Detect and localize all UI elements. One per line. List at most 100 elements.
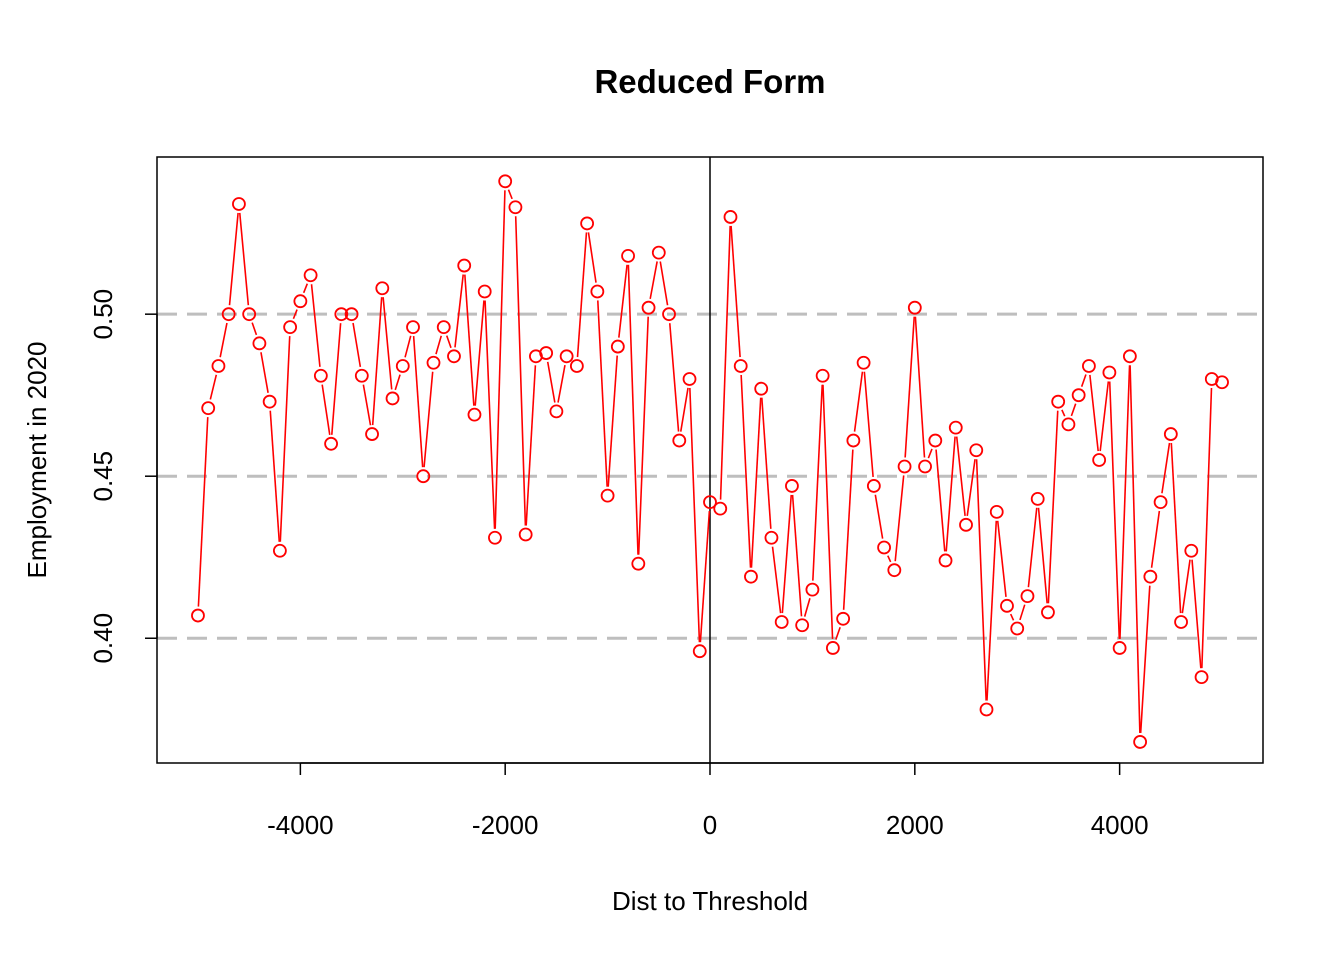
- data-point: [508, 200, 523, 215]
- series-segment: [507, 189, 513, 200]
- data-point: [457, 258, 472, 273]
- series-segment: [1129, 365, 1141, 733]
- data-point: [272, 543, 287, 558]
- data-point: [836, 611, 851, 626]
- plot-area: [157, 157, 1263, 763]
- series-segment: [251, 322, 258, 336]
- series-segment: [771, 546, 782, 614]
- series-segment: [321, 384, 331, 436]
- series-segment: [1027, 507, 1038, 588]
- data-point: [436, 320, 451, 335]
- data-point: [416, 469, 431, 484]
- data-point: [621, 248, 635, 263]
- data-point: [713, 501, 728, 516]
- data-point: [928, 433, 943, 448]
- series-segment: [822, 384, 834, 639]
- series-segment: [627, 264, 639, 555]
- y-tick-label: 0.50: [88, 289, 118, 340]
- series-segment: [812, 384, 824, 581]
- data-point: [1041, 605, 1055, 620]
- data-point: [559, 349, 574, 364]
- series-segment: [689, 387, 701, 643]
- series-segment: [740, 374, 752, 568]
- data-point: [795, 618, 810, 633]
- series-segment: [955, 436, 966, 516]
- series-segment: [1009, 613, 1015, 621]
- data-point: [201, 401, 216, 416]
- y-axis: 0.40 0.45 0.50: [88, 289, 158, 664]
- series-segment: [514, 216, 527, 526]
- series-segment: [352, 322, 362, 367]
- series-segment: [362, 384, 372, 426]
- series-segment: [445, 335, 452, 349]
- data-point: [549, 404, 564, 419]
- data-point: [774, 615, 789, 629]
- series-segment: [887, 555, 892, 563]
- series-segment: [1080, 374, 1087, 387]
- data-point: [447, 349, 461, 364]
- series-segment: [1170, 443, 1182, 614]
- data-point: [354, 368, 369, 383]
- series-segment: [750, 397, 762, 568]
- series-segment: [730, 225, 741, 358]
- data-point: [1030, 491, 1045, 506]
- series-segment: [945, 436, 956, 552]
- series-segment: [484, 300, 496, 529]
- data-point: [1215, 375, 1229, 390]
- data-point: [815, 368, 830, 383]
- series-segment: [269, 410, 281, 542]
- data-point: [651, 245, 666, 260]
- data-point: [641, 300, 656, 315]
- series-segment: [791, 494, 803, 617]
- data-point: [477, 284, 492, 299]
- series-segment: [1037, 507, 1048, 604]
- series-segment: [238, 212, 250, 306]
- series-segment: [1061, 409, 1066, 417]
- series-segment: [618, 264, 628, 338]
- x-axis: -4000 -2000 0 2000 4000: [267, 762, 1149, 840]
- data-point: [365, 427, 379, 441]
- series-segment: [637, 316, 649, 555]
- data-point: [989, 504, 1004, 519]
- series-segment: [904, 316, 916, 458]
- data-point: [334, 307, 349, 322]
- y-tick-label: 0.45: [88, 451, 118, 502]
- series-segment: [1047, 410, 1059, 604]
- data-point: [682, 372, 697, 386]
- data-point: [907, 300, 922, 315]
- data-point: [969, 443, 984, 458]
- x-axis-label: Dist to Threshold: [612, 886, 808, 916]
- data-point: [1122, 349, 1137, 364]
- data-point: [846, 433, 861, 448]
- series-segment: [1099, 381, 1110, 452]
- data-point: [938, 553, 953, 568]
- data-point: [232, 197, 246, 211]
- data-point: [785, 479, 799, 493]
- data-point: [959, 517, 973, 532]
- series-segment: [474, 300, 485, 406]
- data-point: [467, 407, 482, 422]
- x-tick-label: -4000: [267, 810, 334, 840]
- series-segment: [649, 261, 658, 299]
- series-segment: [1161, 442, 1171, 494]
- series-segment: [209, 374, 218, 400]
- y-axis-label: Employment in 2020: [22, 341, 52, 578]
- data-point: [426, 355, 441, 370]
- data-point: [723, 210, 738, 224]
- series-segment: [525, 365, 537, 526]
- series-segment: [874, 494, 884, 539]
- series-segment: [1070, 403, 1077, 417]
- data-point: [1020, 589, 1035, 604]
- series-segment: [1181, 559, 1191, 614]
- series-segment: [404, 335, 412, 358]
- series-segment: [546, 361, 556, 403]
- series-segment: [557, 365, 566, 403]
- series-segment: [219, 322, 228, 358]
- series-segment: [423, 371, 434, 468]
- data-point: [1010, 621, 1025, 636]
- series-segment: [1119, 365, 1131, 639]
- data-point: [672, 433, 687, 448]
- data-point: [825, 641, 840, 655]
- series-segment: [761, 397, 772, 529]
